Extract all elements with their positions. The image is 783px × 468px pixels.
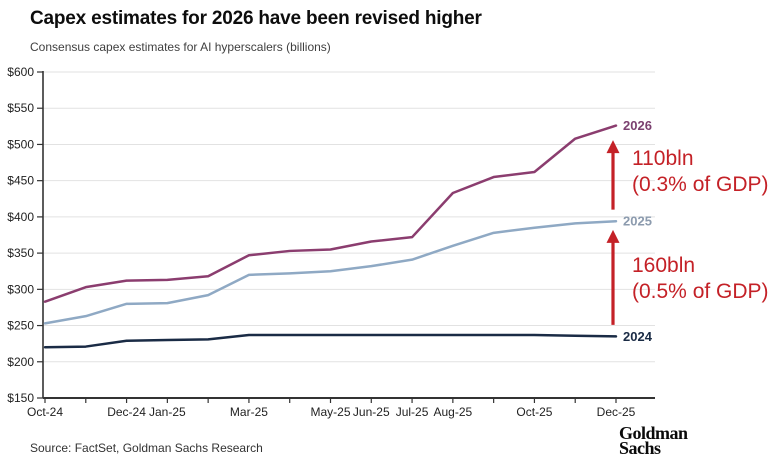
y-tick-label: $150 (7, 391, 34, 405)
goldman-sachs-logo: Goldman Sachs (619, 423, 688, 458)
series-line-2025 (43, 219, 618, 325)
series-label-2024: 2024 (623, 329, 653, 344)
x-tick-label: Dec-25 (597, 405, 636, 419)
logo-line-1: Goldman (619, 423, 688, 443)
annotation-160bln-amount: 160bln (632, 254, 696, 277)
x-tick-label: Oct-25 (516, 405, 552, 419)
x-tick-label: Jun-25 (353, 405, 390, 419)
x-tick-label: Jan-25 (149, 405, 186, 419)
annotation-110bln-amount: 110bln (632, 147, 694, 170)
x-tick-label: Jul-25 (396, 405, 429, 419)
x-tick-label: May-25 (310, 405, 350, 419)
x-tick-label: Dec-24 (107, 405, 146, 419)
source-note: Source: FactSet, Goldman Sachs Research (30, 441, 263, 455)
y-tick-label: $550 (7, 101, 34, 115)
x-tick-label: Mar-25 (230, 405, 268, 419)
series-line-2026 (43, 124, 618, 303)
series-line-2024 (43, 333, 618, 349)
y-tick-label: $200 (7, 355, 34, 369)
annotation-160bln-gdp: (0.5% of GDP) (632, 280, 769, 303)
x-tick-label: Aug-25 (434, 405, 473, 419)
y-tick-label: $450 (7, 174, 34, 188)
revision-arrow-head (606, 140, 620, 154)
x-tick-label: Oct-24 (27, 405, 63, 419)
page-title: Capex estimates for 2026 have been revis… (30, 8, 482, 29)
y-tick-label: $400 (7, 210, 34, 224)
y-tick-label: $600 (7, 65, 34, 79)
series-label-2026: 2026 (623, 118, 652, 133)
revision-arrow-head (606, 229, 620, 243)
y-tick-label: $300 (7, 282, 34, 296)
annotation-110bln-gdp: (0.3% of GDP) (632, 173, 769, 196)
chart-subtitle: Consensus capex estimates for AI hypersc… (30, 40, 331, 54)
annotation-110bln: 110bln (0.3% of GDP) (632, 146, 769, 198)
series-label-2025: 2025 (623, 214, 652, 229)
logo-line-2: Sachs (619, 438, 661, 458)
y-tick-label: $250 (7, 319, 34, 333)
y-tick-label: $350 (7, 246, 34, 260)
y-tick-label: $500 (7, 137, 34, 151)
annotation-160bln: 160bln (0.5% of GDP) (632, 253, 769, 305)
